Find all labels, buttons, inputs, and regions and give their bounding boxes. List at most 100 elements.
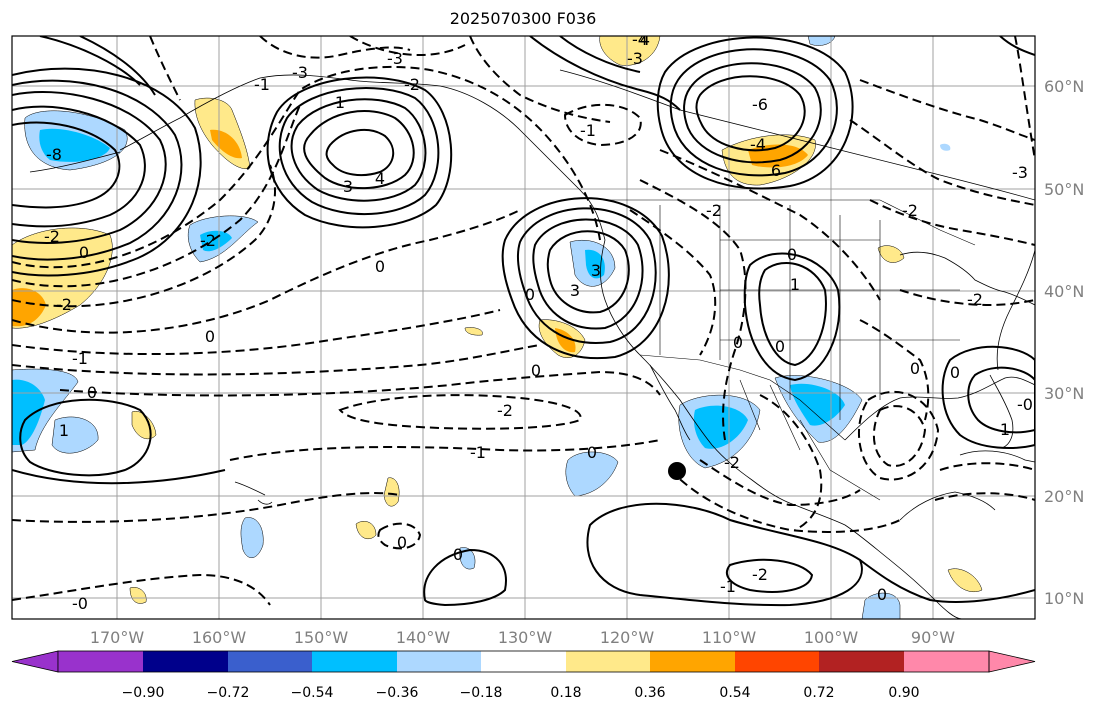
lat-label-20n: 20°N [1044,487,1084,506]
colorbar-segment [650,651,735,672]
contour-label: -2 [967,290,983,309]
contour-solid [290,98,427,202]
contour-label: -2 [56,295,72,314]
contour-label: 0 [950,363,960,382]
negative-shade [940,143,951,151]
contour-labels: -3-34-3-2-113403-4-6-8-20-2-1010-2-1-20-… [44,30,1033,613]
contour-solid [529,36,681,111]
lat-label-10n: 10°N [1044,589,1084,608]
lat-label-30n: 30°N [1044,384,1084,403]
contour-dashed [899,289,1035,307]
contour-dashed [229,439,661,461]
us-mexico-border [639,354,846,441]
colorbar-segment [228,651,312,672]
colorbar-tick-label: −0.54 [291,685,334,701]
contour-label: 3 [570,281,580,300]
coastline-cuba [959,450,1035,463]
colorbar-tick-label: 0.72 [803,685,834,701]
contour-dashed [349,36,466,57]
contour-solid [501,197,670,360]
contour-label: 0 [525,285,535,304]
contour-dashed [759,394,823,531]
coastline-greatlakes [899,251,1035,306]
coastlines [29,69,1035,619]
contour-label: -0 [72,594,88,613]
contour-dashed [659,149,881,301]
contour-dashed [639,179,747,441]
negative-shade [861,592,901,619]
contour-label: 0 [397,533,407,552]
colorbar-labels: −0.90 −0.72 −0.54 −0.36 −0.18 0.18 0.36 … [122,685,920,701]
contour-dashed [12,492,401,523]
negative-shade [39,128,110,162]
contour-dashed [849,119,1035,206]
colorbar-tick-label: −0.72 [207,685,250,701]
contour-dashed [859,319,930,421]
contour-label: 4 [375,169,385,188]
longitude-labels: 170°W 160°W 150°W 140°W 130°W 120°W 110°… [90,628,955,647]
contour-dashed [563,103,642,147]
contour-solid [12,79,183,261]
lon-label-120w: 120°W [600,628,655,647]
contour-dashed [857,391,940,481]
coastline-west-coast [600,239,963,619]
contour-solid [12,121,121,209]
contour-label: -3 [627,49,643,68]
colorbar-segment [566,651,650,672]
contour-label: -2 [200,231,216,250]
positive-shade [355,521,377,540]
map-frame [11,35,1036,620]
coastline-aleutians [29,151,121,173]
lat-label-40n: 40°N [1044,282,1084,301]
contour-label: -1 [470,443,486,462]
coastline-baja [649,364,691,441]
contour-solid [532,218,644,330]
contour-solid [669,48,838,177]
contour-dashed [1014,36,1035,161]
contour-solid [12,67,202,277]
lon-label-170w: 170°W [90,628,145,647]
contour-label: -2 [706,201,722,220]
colorbar-tick-label: 0.54 [719,685,750,701]
contour-label: 0 [775,337,785,356]
contour-solid [266,76,453,229]
contour-dashed [259,36,411,59]
contour-dashed [12,209,521,334]
positive-shade [947,568,983,593]
map-title: 2025070300 F036 [449,9,597,28]
contour-label: -8 [46,145,62,164]
contour-label: -4 [632,30,648,49]
contour-dashed [12,164,276,308]
contour-label: 0 [79,243,89,262]
contour-dashed [12,104,301,288]
contour-label: -3 [292,63,308,82]
positive-shade [12,288,46,327]
negative-shade [585,249,605,279]
contour-label: -2 [724,453,740,472]
gridlines [12,36,1035,619]
colorbar-segment [58,651,143,672]
contour-solid [19,398,152,477]
contour-label: 0 [453,545,463,564]
negative-shade [12,379,45,445]
negative-shade [200,230,232,252]
colorbar-segment [312,651,397,672]
contour-label: -1 [254,75,270,94]
negative-shade [51,416,99,454]
contour-solid [278,86,440,216]
contour-label: 0 [733,333,743,352]
contour-solid [39,36,141,86]
mexico-states [739,379,881,501]
lon-label-130w: 130°W [498,628,553,647]
positive-shade [210,129,242,159]
contour-label: 0 [87,383,97,402]
contour-label: 0 [877,585,887,604]
coastline-hawaii [234,481,273,505]
contour-label: 1 [790,275,800,294]
lon-label-90w: 90°W [911,628,955,647]
contour-solid [941,345,1035,449]
contour-label: 0 [205,327,215,346]
colorbar-extend-high [988,650,1036,673]
colorbar-segment [143,651,228,672]
contour-label: -1 [580,121,596,140]
